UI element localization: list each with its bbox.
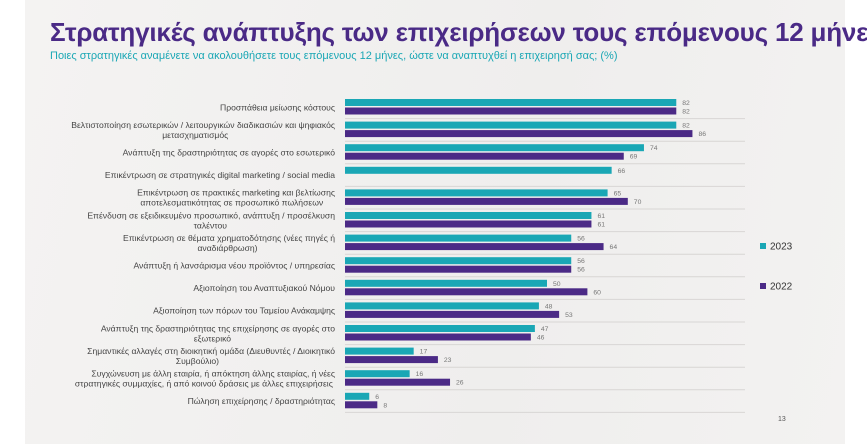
bar-2023 [345,302,539,310]
category-label: Βελτιστοποίηση εσωτερικών / λειτουργικών… [71,120,335,140]
legend-label-2022: 2022 [770,282,793,293]
data-label-2022: 56 [577,267,585,274]
data-label-2023: 16 [416,371,424,378]
data-label-2023: 82 [682,100,690,107]
data-label-2023: 66 [618,168,626,175]
bar-2023 [345,392,370,400]
bar-2023 [345,370,410,378]
bar-2022 [345,152,624,160]
category-label: Πώληση επιχείρησης / δραστηριότητας [188,396,335,406]
bar-2023 [345,166,612,174]
category-label: Ανάπτυξη ή λανσάρισμα νέου προϊόντος / υ… [133,261,335,271]
category-label: Σημαντικές αλλαγές στη διοικητική ομάδα … [87,346,335,366]
bar-2023 [345,121,677,129]
category-label: Ανάπτυξη της δραστηριότητας της επιχείρη… [101,323,335,343]
bar-2023 [345,279,547,287]
data-label-2022: 64 [610,244,618,251]
category-label: Ανάπτυξη της δραστηριότητας σε αγορές στ… [123,148,336,158]
legend-swatch-2022 [760,283,766,289]
data-label-2023: 48 [545,303,553,310]
data-label-2022: 86 [698,131,706,138]
data-label-2022: 61 [597,222,605,229]
category-label: Συγχώνευση με άλλη εταιρία, ή απόκτηση ά… [75,369,335,389]
data-label-2023: 65 [614,190,622,197]
data-label-2023: 17 [420,349,428,356]
data-label-2022: 60 [593,289,601,296]
bar-2022 [345,378,451,386]
category-label: Αξιοποίηση των πόρων του Ταμείου Ανάκαμψ… [153,306,335,316]
category-label: Αξιοποίηση του Αναπτυξιακού Νόμου [193,283,335,293]
data-label-2023: 50 [553,281,561,288]
bar-2023 [345,189,608,197]
category-label: Επικέντρωση σε πρακτικές marketing και β… [137,188,335,208]
bar-2023 [345,257,572,265]
bar-2022 [345,333,531,341]
bar-2022 [345,130,693,138]
bar-2023 [345,325,535,332]
data-label-2022: 70 [634,199,642,206]
bar-2023 [345,234,572,242]
data-label-2023: 56 [577,236,585,243]
bar-2022 [345,220,592,228]
bar-2022 [345,310,560,318]
data-label-2023: 82 [682,123,690,130]
bar-2023 [345,99,677,106]
category-label: Επικέντρωση σε στρατηγικές digital marke… [105,170,335,180]
bar-2023 [345,212,592,219]
bar-2022 [345,265,572,273]
bar-2023 [345,144,644,152]
page-title: Στρατηγικές ανάπτυξης των επιχειρήσεων τ… [50,17,867,47]
legend-swatch-2023 [760,243,766,249]
page-number: 13 [778,416,786,423]
data-label-2023: 61 [597,213,605,220]
data-label-2022: 82 [682,109,690,116]
bar-2022 [345,288,588,296]
category-label: Προσπάθεια μείωσης κόστους [220,102,335,112]
legend-label-2023: 2023 [770,242,793,253]
bar-2022 [345,401,378,409]
bar-2022 [345,356,438,364]
data-label-2023: 56 [577,258,585,265]
data-label-2022: 8 [383,402,387,409]
data-label-2022: 69 [630,154,638,161]
bar-2023 [345,347,414,355]
data-label-2022: 26 [456,380,464,387]
data-label-2023: 74 [650,145,658,152]
bar-2022 [345,197,628,205]
bar-2022 [345,243,604,251]
data-label-2022: 53 [565,312,573,319]
bar-2022 [345,107,677,115]
category-label: Επένδυση σε εξειδικευμένο προσωπικό, ανά… [87,210,335,230]
data-label-2022: 46 [537,335,545,342]
data-label-2023: 47 [541,326,549,333]
category-label: Επικέντρωση σε θέματα χρηματοδότησης (νέ… [123,233,335,253]
data-label-2023: 6 [375,394,379,401]
page-subtitle: Ποιες στρατηγικές αναμένετε να ακολουθήσ… [50,50,618,62]
data-label-2022: 23 [444,357,452,364]
